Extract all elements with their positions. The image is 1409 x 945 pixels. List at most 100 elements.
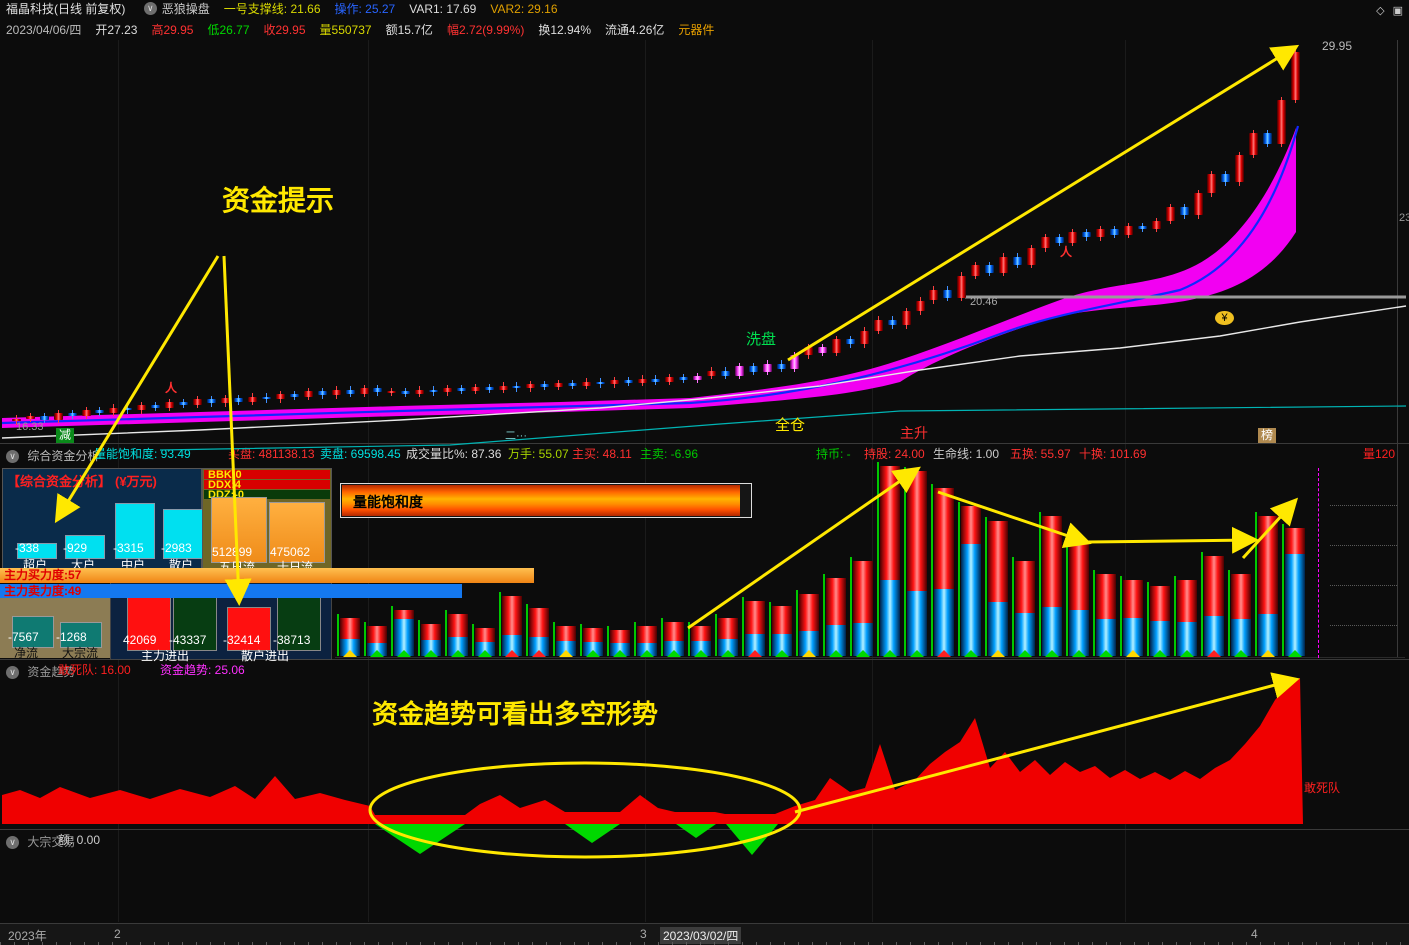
volume-bar-red	[502, 596, 522, 635]
quote-field: 低26.77	[207, 23, 250, 37]
volume-bar	[880, 466, 900, 656]
volume-signal-triangle	[883, 650, 897, 657]
volume-signal-triangle	[1126, 650, 1140, 657]
candle	[540, 384, 550, 387]
candle	[303, 391, 313, 397]
candle	[526, 384, 536, 389]
volume-bar-red	[556, 626, 576, 641]
pane-stat: 资金趋势: 25.06	[160, 663, 245, 677]
window-controls[interactable]: ◇ ▣	[1368, 4, 1403, 17]
volume-tick	[742, 597, 744, 656]
quote-field: 元器件	[678, 23, 715, 37]
bar-value: -7567	[8, 630, 39, 644]
person-icon: 人	[165, 381, 178, 395]
inout-bar	[277, 597, 321, 651]
candle	[707, 370, 716, 376]
indicator-strip: DDX:4	[204, 479, 330, 491]
candle	[568, 382, 577, 386]
candle	[1151, 220, 1161, 230]
candle	[581, 381, 591, 386]
bar-value: 512899	[212, 545, 253, 559]
candle	[915, 300, 925, 312]
pane-divider[interactable]	[0, 659, 1409, 660]
gridline	[645, 40, 646, 922]
volume-tick	[1201, 552, 1203, 656]
quote-field: 收29.95	[263, 23, 306, 37]
volume-tick	[1120, 576, 1122, 656]
collapse-icon[interactable]: ∨	[6, 450, 19, 464]
diamond-icon[interactable]: ◇	[1376, 5, 1385, 17]
volume-tick	[364, 622, 366, 656]
volume-tick	[796, 590, 798, 656]
volume-bar-blue	[961, 543, 981, 656]
candle	[512, 385, 522, 389]
candle	[595, 381, 605, 385]
window-icon[interactable]: ▣	[1392, 5, 1403, 17]
candle	[1137, 226, 1147, 230]
candle	[832, 338, 842, 353]
indicator-value: 操作: 25.27	[334, 2, 396, 16]
candle	[1096, 229, 1106, 238]
candle	[387, 391, 397, 394]
volume-bar	[1096, 574, 1116, 656]
candle	[137, 404, 147, 411]
volume-bar	[1204, 556, 1224, 656]
volume-bar-blue	[799, 631, 819, 656]
pane-divider[interactable]	[0, 443, 1409, 444]
candle	[484, 387, 494, 390]
volume-bar-red	[772, 606, 792, 634]
collapse-icon[interactable]: ∨	[6, 666, 19, 680]
time-axis[interactable]: 2023年 2 3 2023/03/02/四 4	[0, 923, 1409, 945]
small-mark: 二···	[505, 430, 527, 442]
axis-label: 2023年	[8, 929, 47, 943]
quote-field: 开27.23	[95, 23, 138, 37]
person-icon: 人	[1060, 245, 1073, 259]
candle	[804, 347, 814, 356]
pane-divider[interactable]	[0, 829, 1409, 830]
volume-bar-red	[1096, 574, 1116, 620]
volume-tick	[877, 462, 879, 656]
gridline	[872, 40, 873, 922]
quote-field: 额15.7亿	[385, 23, 433, 37]
pane-stat: 主买: 48.11	[572, 447, 632, 461]
volume-bar-red	[664, 622, 684, 641]
candle	[846, 338, 855, 345]
candle	[192, 399, 202, 405]
volume-tick	[1039, 512, 1041, 656]
candle	[359, 388, 369, 394]
indicator-value: 一号支撑线: 21.66	[223, 2, 321, 16]
pane-stat: 生命线: 1.00	[933, 447, 1000, 461]
pane-stat: 持币: -	[816, 447, 851, 461]
pane-stat: 主卖: -6.96	[640, 447, 699, 461]
title-bar: 福晶科技(日线 前复权) ∨ 恶狼操盘 一号支撑线: 21.66 操作: 25.27 V…	[0, 0, 1409, 20]
quote-field: 流通4.26亿	[605, 23, 665, 37]
volume-bar-red	[340, 618, 360, 639]
volume-bar	[988, 521, 1008, 656]
volume-signal-triangle	[370, 650, 384, 657]
volume-bar	[1177, 580, 1197, 656]
candle	[1249, 133, 1259, 155]
volume-bar	[1042, 516, 1062, 656]
pane-stat: 敢死队: 16.00	[58, 663, 131, 677]
volume-bar-red	[988, 521, 1008, 602]
volume-bar-blue	[880, 580, 900, 656]
candle	[470, 387, 480, 392]
volume-tick	[1174, 576, 1176, 656]
bar-value: -38713	[273, 633, 311, 647]
volume-signal-triangle	[910, 650, 924, 657]
candle	[790, 355, 800, 370]
volume-baseline	[335, 657, 1405, 658]
candle	[1124, 226, 1133, 235]
volume-signal-triangle	[1180, 650, 1194, 657]
candle	[748, 366, 758, 372]
volume-bar-red	[1231, 574, 1251, 620]
axis-price-label: 23	[1399, 212, 1409, 224]
collapse-icon[interactable]: ∨	[6, 836, 19, 850]
indicator-icon[interactable]: ∨	[143, 2, 157, 16]
volume-bar	[529, 608, 549, 656]
volume-signal-triangle	[343, 650, 357, 657]
candle	[1221, 174, 1231, 183]
full-position-annotation: 全仓	[775, 417, 806, 434]
volume-signal-triangle	[667, 650, 681, 657]
candle	[1263, 133, 1272, 144]
